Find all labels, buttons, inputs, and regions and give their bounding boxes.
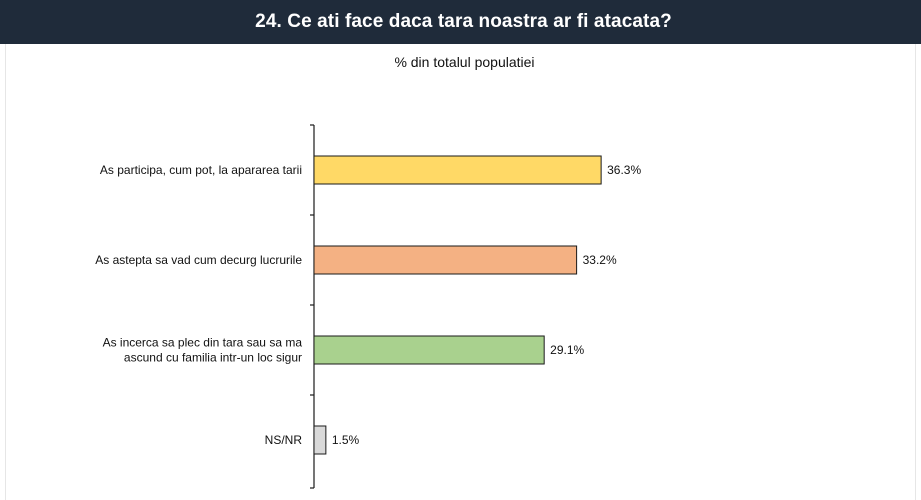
category-label-1: As astepta sa vad cum decurg lucrurile — [95, 253, 302, 267]
value-label-2: 29.1% — [550, 343, 584, 357]
category-label-2: As incerca sa plec din tara sau sa ma asc… — [103, 336, 303, 365]
category-label-line: NS/NR — [265, 433, 303, 447]
bar-3 — [313, 425, 327, 455]
page-title: 24. Ce ati face daca tara noastra ar fi … — [255, 11, 672, 32]
category-label-line: As participa, cum pot, la apararea tarii — [100, 163, 302, 177]
category-label-line: As astepta sa vad cum decurg lucrurile — [95, 253, 302, 267]
value-label-1: 33.2% — [583, 253, 617, 267]
category-label-line: ascund cu familia intr-un loc sigur — [124, 351, 302, 365]
category-label-3: NS/NR — [265, 433, 303, 447]
category-label-0: As participa, cum pot, la apararea tarii — [100, 163, 302, 177]
header-bar: 24. Ce ati face daca tara noastra ar fi … — [0, 0, 921, 44]
chart-subtitle: % din totalul populatiei — [394, 54, 535, 70]
category-label-line: As incerca sa plec din tara sau sa ma — [103, 336, 303, 350]
value-label-3: 1.5% — [332, 433, 360, 447]
bar-1 — [313, 245, 578, 275]
bar-0 — [313, 155, 602, 185]
bar-2 — [313, 335, 545, 365]
value-label-0: 36.3% — [607, 163, 641, 177]
